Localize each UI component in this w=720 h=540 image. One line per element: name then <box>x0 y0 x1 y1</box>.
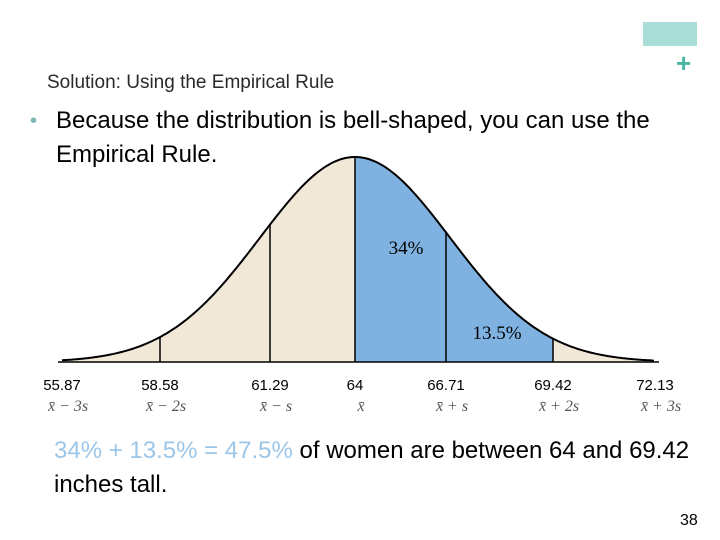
tick-value: 55.87 <box>43 377 81 394</box>
tick-value: 66.71 <box>427 377 465 394</box>
accent-bar <box>643 22 697 46</box>
tick-symbol: x̄ − 3s <box>47 398 88 415</box>
area-label-34: 34% <box>389 238 424 259</box>
tick-value: 64 <box>347 377 364 394</box>
area-label-13-5: 13.5% <box>472 323 521 344</box>
tick-value: 69.42 <box>534 377 572 394</box>
result-text: 34% + 13.5% = 47.5% of women are between… <box>54 434 694 502</box>
plus-icon: + <box>676 48 692 78</box>
tick-symbol: x̄ − 2s <box>145 398 186 415</box>
result-rest: of women are between 64 and 69.42 inches… <box>54 437 690 498</box>
slide-subtitle: Solution: Using the Empirical Rule <box>47 72 335 93</box>
tick-value: 58.58 <box>141 377 179 394</box>
page-number: 38 <box>680 512 698 529</box>
tick-value: 61.29 <box>251 377 289 394</box>
bullet-text: Because the distribution is bell-shaped,… <box>56 107 650 168</box>
tick-value: 72.13 <box>636 377 674 394</box>
tick-symbol: x̄ + s <box>435 398 468 415</box>
shaded-area <box>355 157 553 362</box>
bullet-icon: • <box>30 110 38 132</box>
tick-symbol: x̄ − s <box>259 398 292 415</box>
tick-symbol: x̄ <box>356 398 364 415</box>
result-highlight: 34% + 13.5% = 47.5% <box>54 437 293 464</box>
tick-symbol: x̄ + 3s <box>640 398 681 415</box>
bell-curve <box>61 156 655 362</box>
sd-lines <box>159 157 554 362</box>
bullet-item: • Because the distribution is bell-shape… <box>30 104 670 172</box>
tick-symbol: x̄ + 2s <box>538 398 579 415</box>
